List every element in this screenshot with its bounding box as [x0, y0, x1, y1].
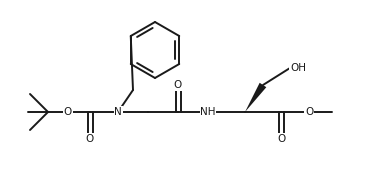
Text: O: O	[64, 107, 72, 117]
Polygon shape	[245, 83, 266, 112]
Text: N: N	[114, 107, 122, 117]
Text: O: O	[277, 134, 285, 144]
Text: O: O	[86, 134, 94, 144]
Text: O: O	[305, 107, 313, 117]
Text: O: O	[174, 80, 182, 90]
Text: OH: OH	[290, 63, 306, 73]
Text: NH: NH	[200, 107, 216, 117]
